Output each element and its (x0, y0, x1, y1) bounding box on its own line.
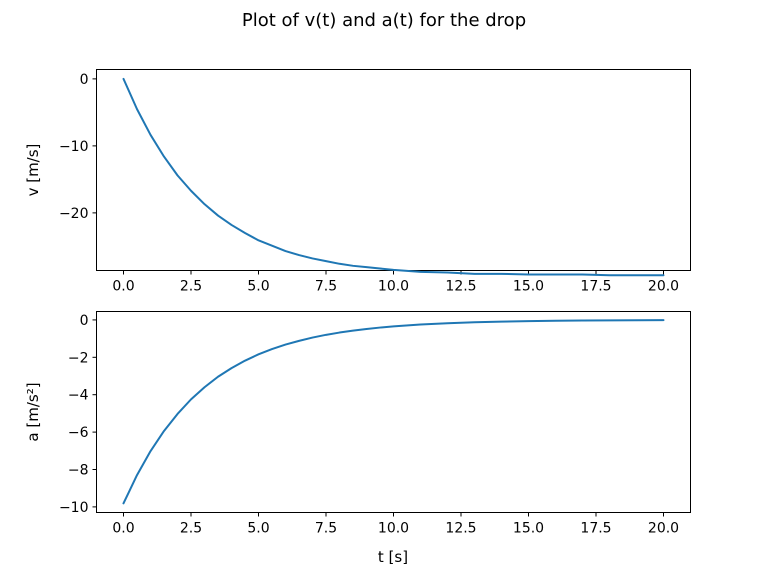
acceleration-x-tick-label: 7.5 (315, 521, 337, 537)
velocity-x-tick-label: 12.5 (445, 279, 476, 295)
velocity-x-tick-label: 15.0 (513, 279, 544, 295)
acceleration-x-tick-label: 17.5 (580, 521, 611, 537)
velocity-subplot: v [m/s] 0.0 2.5 5.0 7.5 10.0 12.5 15.0 17.5 20.0… (24, 69, 691, 295)
acceleration-x-tick-label: 20.0 (648, 521, 679, 537)
velocity-x-tick-label: 7.5 (315, 279, 337, 295)
velocity-x-tick-label: 5.0 (247, 279, 269, 295)
velocity-x-tick-label: 2.5 (180, 279, 202, 295)
acceleration-y-axis-label: a [m/s²] (24, 382, 42, 441)
velocity-series-line (122, 77, 665, 277)
velocity-x-tick-label: 20.0 (648, 279, 679, 295)
acceleration-x-tick-label: 10.0 (378, 521, 409, 537)
velocity-y-tick-label: −20 (59, 206, 89, 222)
velocity-axes-frame (96, 69, 691, 271)
velocity-x-tick-label: 10.0 (378, 279, 409, 295)
acceleration-y-tick-label: −4 (68, 388, 89, 404)
velocity-y-tick-label: −10 (59, 139, 89, 155)
acceleration-x-tick-label: 5.0 (247, 521, 269, 537)
acceleration-x-ticks: 0.0 2.5 5.0 7.5 10.0 12.5 15.0 17.5 20.0 (112, 512, 679, 537)
acceleration-y-tick-label: −6 (68, 425, 89, 441)
velocity-y-tick-label: 0 (80, 72, 89, 88)
acceleration-x-axis-label: t [s] (378, 548, 408, 566)
acceleration-y-tick-label: −10 (59, 500, 89, 516)
velocity-x-tick-label: 17.5 (580, 279, 611, 295)
velocity-y-ticks: 0 −10 −20 (59, 72, 97, 222)
velocity-x-ticks: 0.0 2.5 5.0 7.5 10.0 12.5 15.0 17.5 20.0 (112, 270, 679, 295)
acceleration-x-tick-label: 2.5 (180, 521, 202, 537)
acceleration-y-tick-label: −2 (68, 350, 89, 366)
acceleration-y-ticks: 0 −2 −4 −6 −8 −10 (59, 313, 97, 516)
acceleration-subplot: a [m/s²] t [s] 0.0 2.5 5.0 7.5 10.0 12.5 15.0 1… (24, 311, 691, 566)
figure-title: Plot of v(t) and a(t) for the drop (242, 10, 526, 31)
velocity-x-tick-label: 0.0 (112, 279, 134, 295)
acceleration-series-line (122, 319, 665, 505)
acceleration-y-tick-label: 0 (80, 313, 89, 329)
velocity-y-axis-label: v [m/s] (24, 144, 42, 197)
acceleration-x-tick-label: 0.0 (112, 521, 134, 537)
acceleration-y-tick-label: −8 (68, 462, 89, 478)
acceleration-x-tick-label: 12.5 (445, 521, 476, 537)
acceleration-axes-frame (96, 311, 691, 513)
acceleration-x-tick-label: 15.0 (513, 521, 544, 537)
